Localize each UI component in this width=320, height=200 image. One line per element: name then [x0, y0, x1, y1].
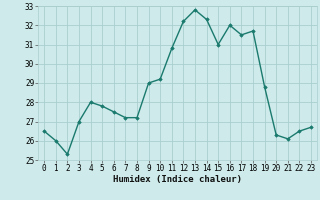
X-axis label: Humidex (Indice chaleur): Humidex (Indice chaleur) — [113, 175, 242, 184]
